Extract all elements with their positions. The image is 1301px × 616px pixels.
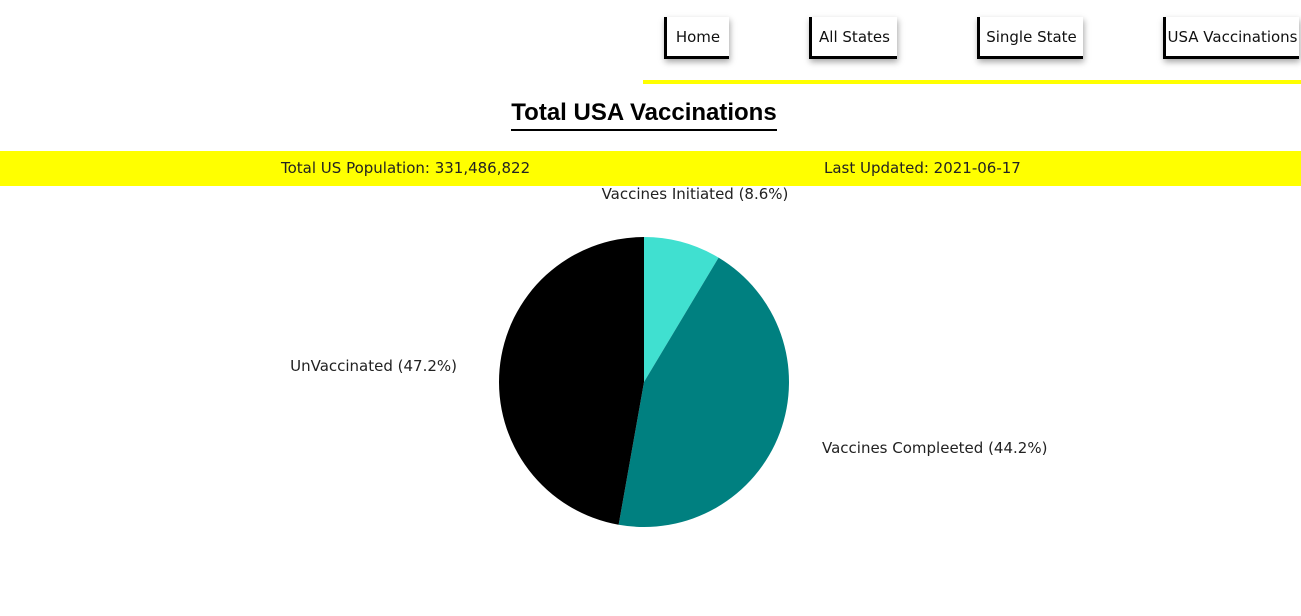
top-navigation: Home All States Single State USA Vaccina…	[643, 0, 1301, 84]
last-updated-text: Last Updated: 2021-06-17	[824, 159, 1021, 177]
nav-home-button[interactable]: Home	[664, 17, 729, 59]
slice-vaccines-initiated	[644, 237, 719, 382]
label-unvaccinated: UnVaccinated (47.2%)	[290, 357, 457, 375]
nav-all-states-button[interactable]: All States	[809, 17, 897, 59]
nav-usa-vaccinations-button[interactable]: USA Vaccinations	[1163, 17, 1299, 59]
slice-vaccines-completed	[618, 257, 790, 527]
label-vaccines-completed: Vaccines Compleeted (44.2%)	[822, 439, 1047, 457]
info-bar: Total US Population: 331,486,822 Last Up…	[0, 151, 1301, 186]
page-title: Total USA Vaccinations	[511, 98, 777, 131]
nav-single-state-button[interactable]: Single State	[977, 17, 1083, 59]
label-vaccines-initiated: Vaccines Initiated (8.6%)	[602, 185, 789, 203]
slice-unvaccinated	[498, 237, 644, 525]
nav-underline	[643, 80, 1301, 84]
population-text: Total US Population: 331,486,822	[281, 159, 531, 177]
page-title-container: Total USA Vaccinations	[0, 98, 1288, 131]
